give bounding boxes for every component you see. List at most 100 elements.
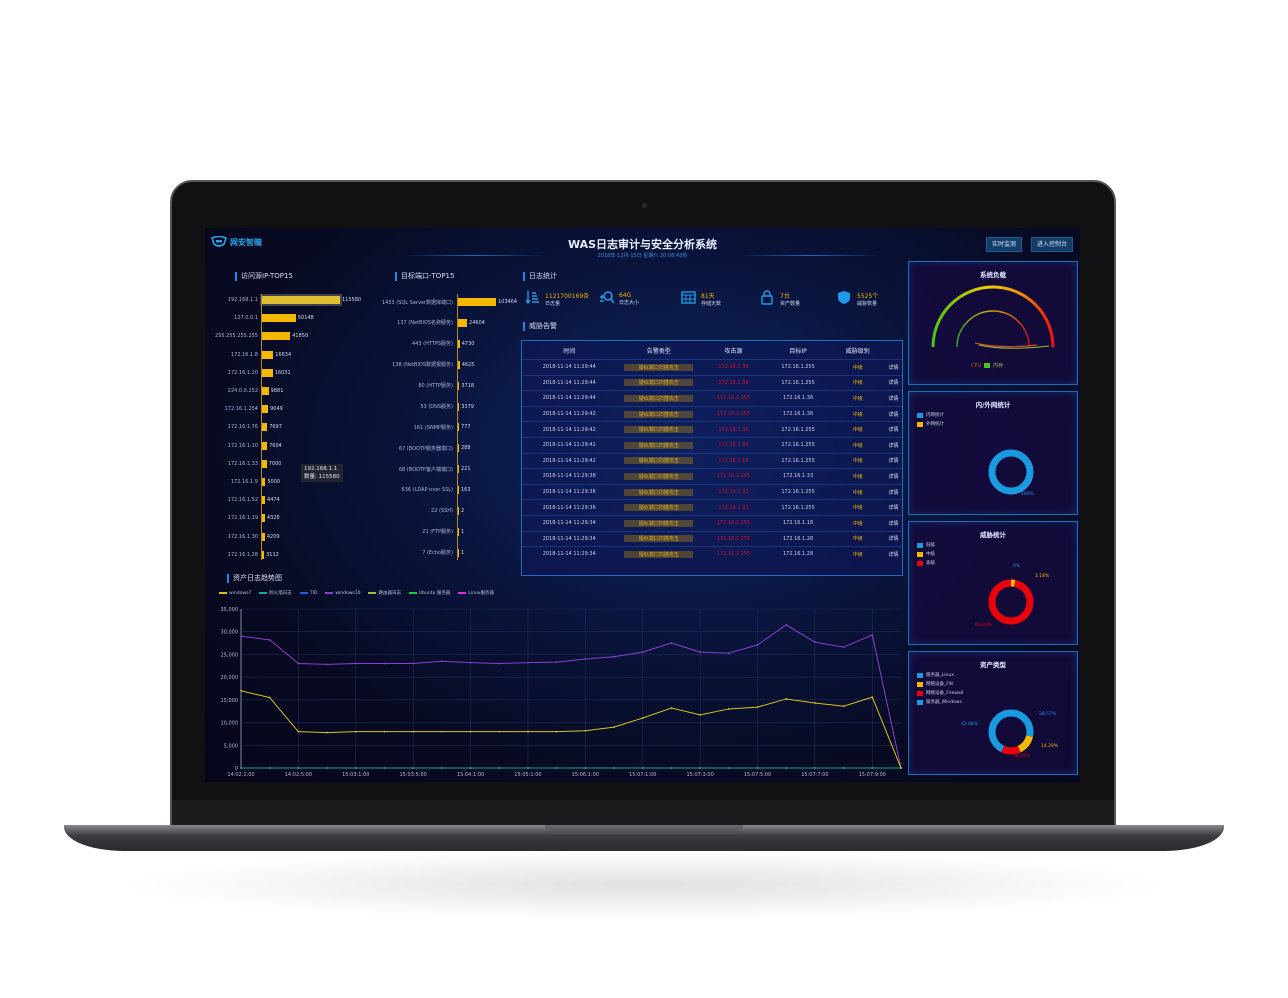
port-bar-row[interactable]: 21 (FTP服务) 1 [345, 527, 464, 537]
data-point[interactable] [383, 767, 386, 769]
data-point[interactable] [412, 662, 415, 665]
data-point[interactable] [297, 662, 300, 665]
data-point[interactable] [268, 696, 271, 699]
data-point[interactable] [699, 767, 702, 769]
details-link[interactable]: 详情 [888, 458, 899, 465]
data-point[interactable] [354, 662, 357, 665]
table-row[interactable]: 2018-11-14 11:29:34 疑似端口扫描攻击 172.16.1.255 1… [522, 514, 902, 531]
data-point[interactable] [814, 641, 816, 644]
ip-bar[interactable] [262, 368, 273, 377]
data-point[interactable] [383, 662, 386, 665]
ip-bar[interactable] [262, 478, 266, 486]
data-point[interactable] [871, 767, 874, 769]
ip-bar[interactable] [262, 459, 267, 468]
legend-item[interactable]: windows7 [219, 590, 251, 596]
details-link[interactable]: 详情 [888, 536, 899, 543]
details-link[interactable]: 详情 [888, 411, 899, 418]
ip-bar[interactable] [260, 294, 342, 306]
port-bar[interactable] [458, 381, 460, 390]
table-row[interactable]: 2018-11-14 11:29:42 疑似端口扫描攻击 172.16.1.18 17… [522, 452, 902, 469]
ip-bar-row[interactable]: 172.16.1.8 16634 [205, 350, 291, 360]
data-point[interactable] [814, 702, 816, 704]
details-link[interactable]: 详情 [888, 489, 899, 496]
donut-slice[interactable] [988, 449, 1034, 495]
ip-bar[interactable] [262, 514, 265, 523]
port-bar-row[interactable]: 443 (HTTPS服务) 4730 [345, 339, 474, 349]
ip-bar[interactable] [262, 532, 265, 541]
port-bar[interactable] [458, 402, 460, 411]
data-point[interactable] [785, 698, 788, 700]
ip-bar-row[interactable]: 172.16.1.20 16031 [205, 368, 291, 378]
donut-slice[interactable] [988, 579, 1034, 625]
data-point[interactable] [498, 662, 501, 665]
port-bar-row[interactable]: 22 (SSH) 2 [345, 506, 464, 516]
table-row[interactable]: 2018-11-14 11:29:34 疑似端口扫描攻击 172.16.1.255 1… [522, 530, 902, 547]
legend-item[interactable]: TID [299, 590, 317, 596]
port-bar-row[interactable]: 1433 (SQL Server数据库端口) 103464 [345, 297, 517, 307]
data-point[interactable] [354, 730, 357, 733]
ip-bar[interactable] [262, 405, 269, 414]
ip-bar-row[interactable]: 172.16.1.30 4209 [205, 532, 280, 542]
legend-item[interactable]: 防火墙日志 [259, 590, 292, 596]
data-point[interactable] [785, 767, 788, 769]
ip-bar[interactable] [262, 387, 269, 395]
details-link[interactable]: 详情 [888, 473, 899, 480]
legend-item[interactable]: 内网统计 [917, 412, 1077, 418]
legend-item[interactable]: 低级 [917, 542, 1077, 548]
data-point[interactable] [440, 730, 443, 733]
data-point[interactable] [555, 661, 558, 664]
ip-bar-row[interactable]: 192.168.1.1 115580 [205, 294, 361, 306]
data-point[interactable] [613, 655, 615, 658]
data-point[interactable] [412, 767, 415, 769]
ip-bar-row[interactable]: 172.16.1.33 7000 [205, 459, 281, 469]
data-point[interactable] [584, 729, 587, 732]
data-point[interactable] [670, 642, 673, 644]
realtime-button[interactable]: 实时监测 [986, 237, 1023, 252]
data-point[interactable] [240, 689, 242, 692]
port-bar-row[interactable]: 7 (Echo服务) 1 [345, 548, 464, 558]
table-row[interactable]: 2018-11-14 11:29:42 疑似端口扫描攻击 172.16.1.36 17… [522, 436, 902, 453]
data-point[interactable] [613, 726, 615, 729]
ip-bar-row[interactable]: 172.16.1.52 4474 [205, 495, 280, 505]
ip-bar-row[interactable]: 224.0.0.252 9881 [205, 386, 283, 396]
legend-item[interactable]: 外网统计 [917, 421, 1077, 427]
ip-bar-row[interactable]: 172.16.1.254 9049 [205, 404, 283, 414]
data-point[interactable] [785, 624, 788, 626]
port-bar[interactable] [458, 465, 459, 474]
legend-item[interactable]: Ubuntu 服务器 [408, 590, 450, 596]
port-bar[interactable] [458, 486, 459, 495]
data-point[interactable] [727, 652, 730, 654]
details-link[interactable]: 详情 [888, 520, 899, 527]
ip-bar-row[interactable]: 172.16.1.10 7604 [205, 441, 282, 451]
data-point[interactable] [326, 767, 328, 769]
data-point[interactable] [440, 767, 443, 769]
data-point[interactable] [555, 767, 558, 769]
donut-slice[interactable] [988, 709, 1034, 755]
legend-item[interactable]: Linux服务器 [458, 590, 494, 596]
port-bar[interactable] [458, 360, 460, 369]
data-point[interactable] [842, 767, 845, 769]
details-link[interactable]: 详情 [888, 364, 899, 371]
port-bar[interactable] [458, 318, 468, 327]
data-point[interactable] [412, 730, 415, 733]
ip-bar-row[interactable]: 255.255.255.255 41850 [205, 331, 308, 341]
data-point[interactable] [584, 658, 587, 660]
data-point[interactable] [268, 638, 271, 641]
data-point[interactable] [900, 767, 902, 769]
ip-bar[interactable] [262, 496, 266, 505]
data-point[interactable] [727, 708, 730, 710]
details-link[interactable]: 详情 [888, 395, 899, 402]
port-bar-row[interactable]: 636 (LDAP over SSL) 163 [345, 485, 471, 495]
details-link[interactable]: 详情 [888, 442, 899, 449]
donut-slice[interactable] [988, 709, 1034, 755]
details-link[interactable]: 详情 [888, 551, 899, 558]
data-point[interactable] [527, 730, 529, 733]
table-row[interactable]: 2018-11-14 11:29:42 疑似端口扫描攻击 172.16.1.36 17… [522, 421, 902, 437]
table-row[interactable]: 2018-11-14 11:29:44 疑似端口扫描攻击 172.16.1.255 1… [522, 390, 902, 406]
data-point[interactable] [469, 661, 472, 664]
data-point[interactable] [268, 767, 271, 769]
ip-bar[interactable] [262, 350, 274, 359]
data-point[interactable] [527, 661, 529, 664]
ip-bar[interactable] [262, 441, 268, 450]
data-point[interactable] [756, 767, 759, 769]
